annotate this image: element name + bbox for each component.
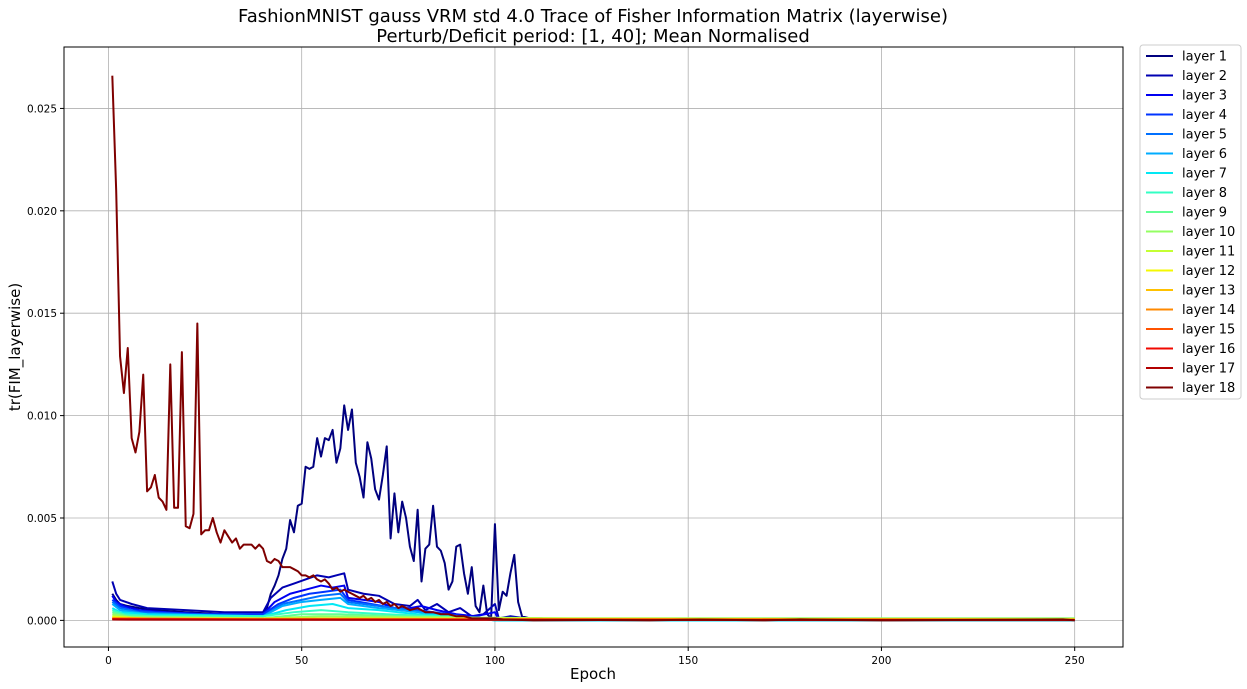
grid-lines <box>64 47 1123 647</box>
legend-entry-label: layer 8 <box>1182 186 1227 201</box>
x-axis-label: Epoch <box>570 665 616 683</box>
legend-entry-label: layer 9 <box>1182 206 1227 221</box>
x-tick-label: 0 <box>105 655 112 667</box>
series-lines <box>111 75 1075 622</box>
legend-entry-label: layer 13 <box>1182 284 1235 299</box>
legend-entry-label: layer 18 <box>1182 381 1235 396</box>
legend-entry-label: layer 1 <box>1182 50 1227 65</box>
y-axis-ticks: 0.000 0.005 0.010 0.015 0.020 0.025 <box>27 103 64 627</box>
legend-entry-label: layer 12 <box>1182 264 1235 279</box>
x-axis-ticks: 0 50 100 150 200 250 <box>105 647 1085 667</box>
legend-entry-label: layer 4 <box>1182 108 1227 123</box>
y-tick-label: 0.000 <box>27 615 57 627</box>
legend-entry-label: layer 5 <box>1182 128 1227 143</box>
x-tick-label: 250 <box>1065 655 1085 667</box>
series-line-layer-1 <box>111 404 1075 622</box>
x-tick-label: 200 <box>871 655 891 667</box>
y-tick-label: 0.025 <box>27 103 57 115</box>
y-tick-label: 0.020 <box>27 206 57 218</box>
y-tick-label: 0.005 <box>27 513 57 525</box>
y-tick-label: 0.010 <box>27 411 57 423</box>
legend: layer 1 layer 2 layer 3 layer 4 layer 5 layer… <box>1139 44 1242 400</box>
legend-entry-label: layer 6 <box>1182 147 1227 162</box>
legend-entry-label: layer 17 <box>1182 362 1235 377</box>
series-line-layer-2 <box>111 572 1075 622</box>
legend-entry-label: layer 7 <box>1182 167 1227 182</box>
legend-entry-label: layer 3 <box>1182 89 1227 104</box>
x-tick-label: 50 <box>295 655 308 667</box>
legend-entry-label: layer 14 <box>1182 303 1235 318</box>
chart-title: FashionMNIST gauss VRM std 4.0 Trace of … <box>238 6 948 27</box>
legend-entry-label: layer 16 <box>1182 342 1235 357</box>
chart-subtitle: Perturb/Deficit period: [1, 40]; Mean No… <box>376 26 810 47</box>
series-line-layer-18 <box>111 75 1075 622</box>
plot-area-frame <box>63 46 1124 648</box>
y-axis-label: tr(FIM_layerwise) <box>6 283 25 411</box>
legend-entry-label: layer 2 <box>1182 69 1227 84</box>
legend-entry-label: layer 10 <box>1182 225 1235 240</box>
x-tick-label: 100 <box>485 655 505 667</box>
y-tick-label: 0.015 <box>27 308 57 320</box>
legend-entry-label: layer 11 <box>1182 245 1235 260</box>
legend-entry-label: layer 15 <box>1182 323 1235 338</box>
x-tick-label: 150 <box>678 655 698 667</box>
